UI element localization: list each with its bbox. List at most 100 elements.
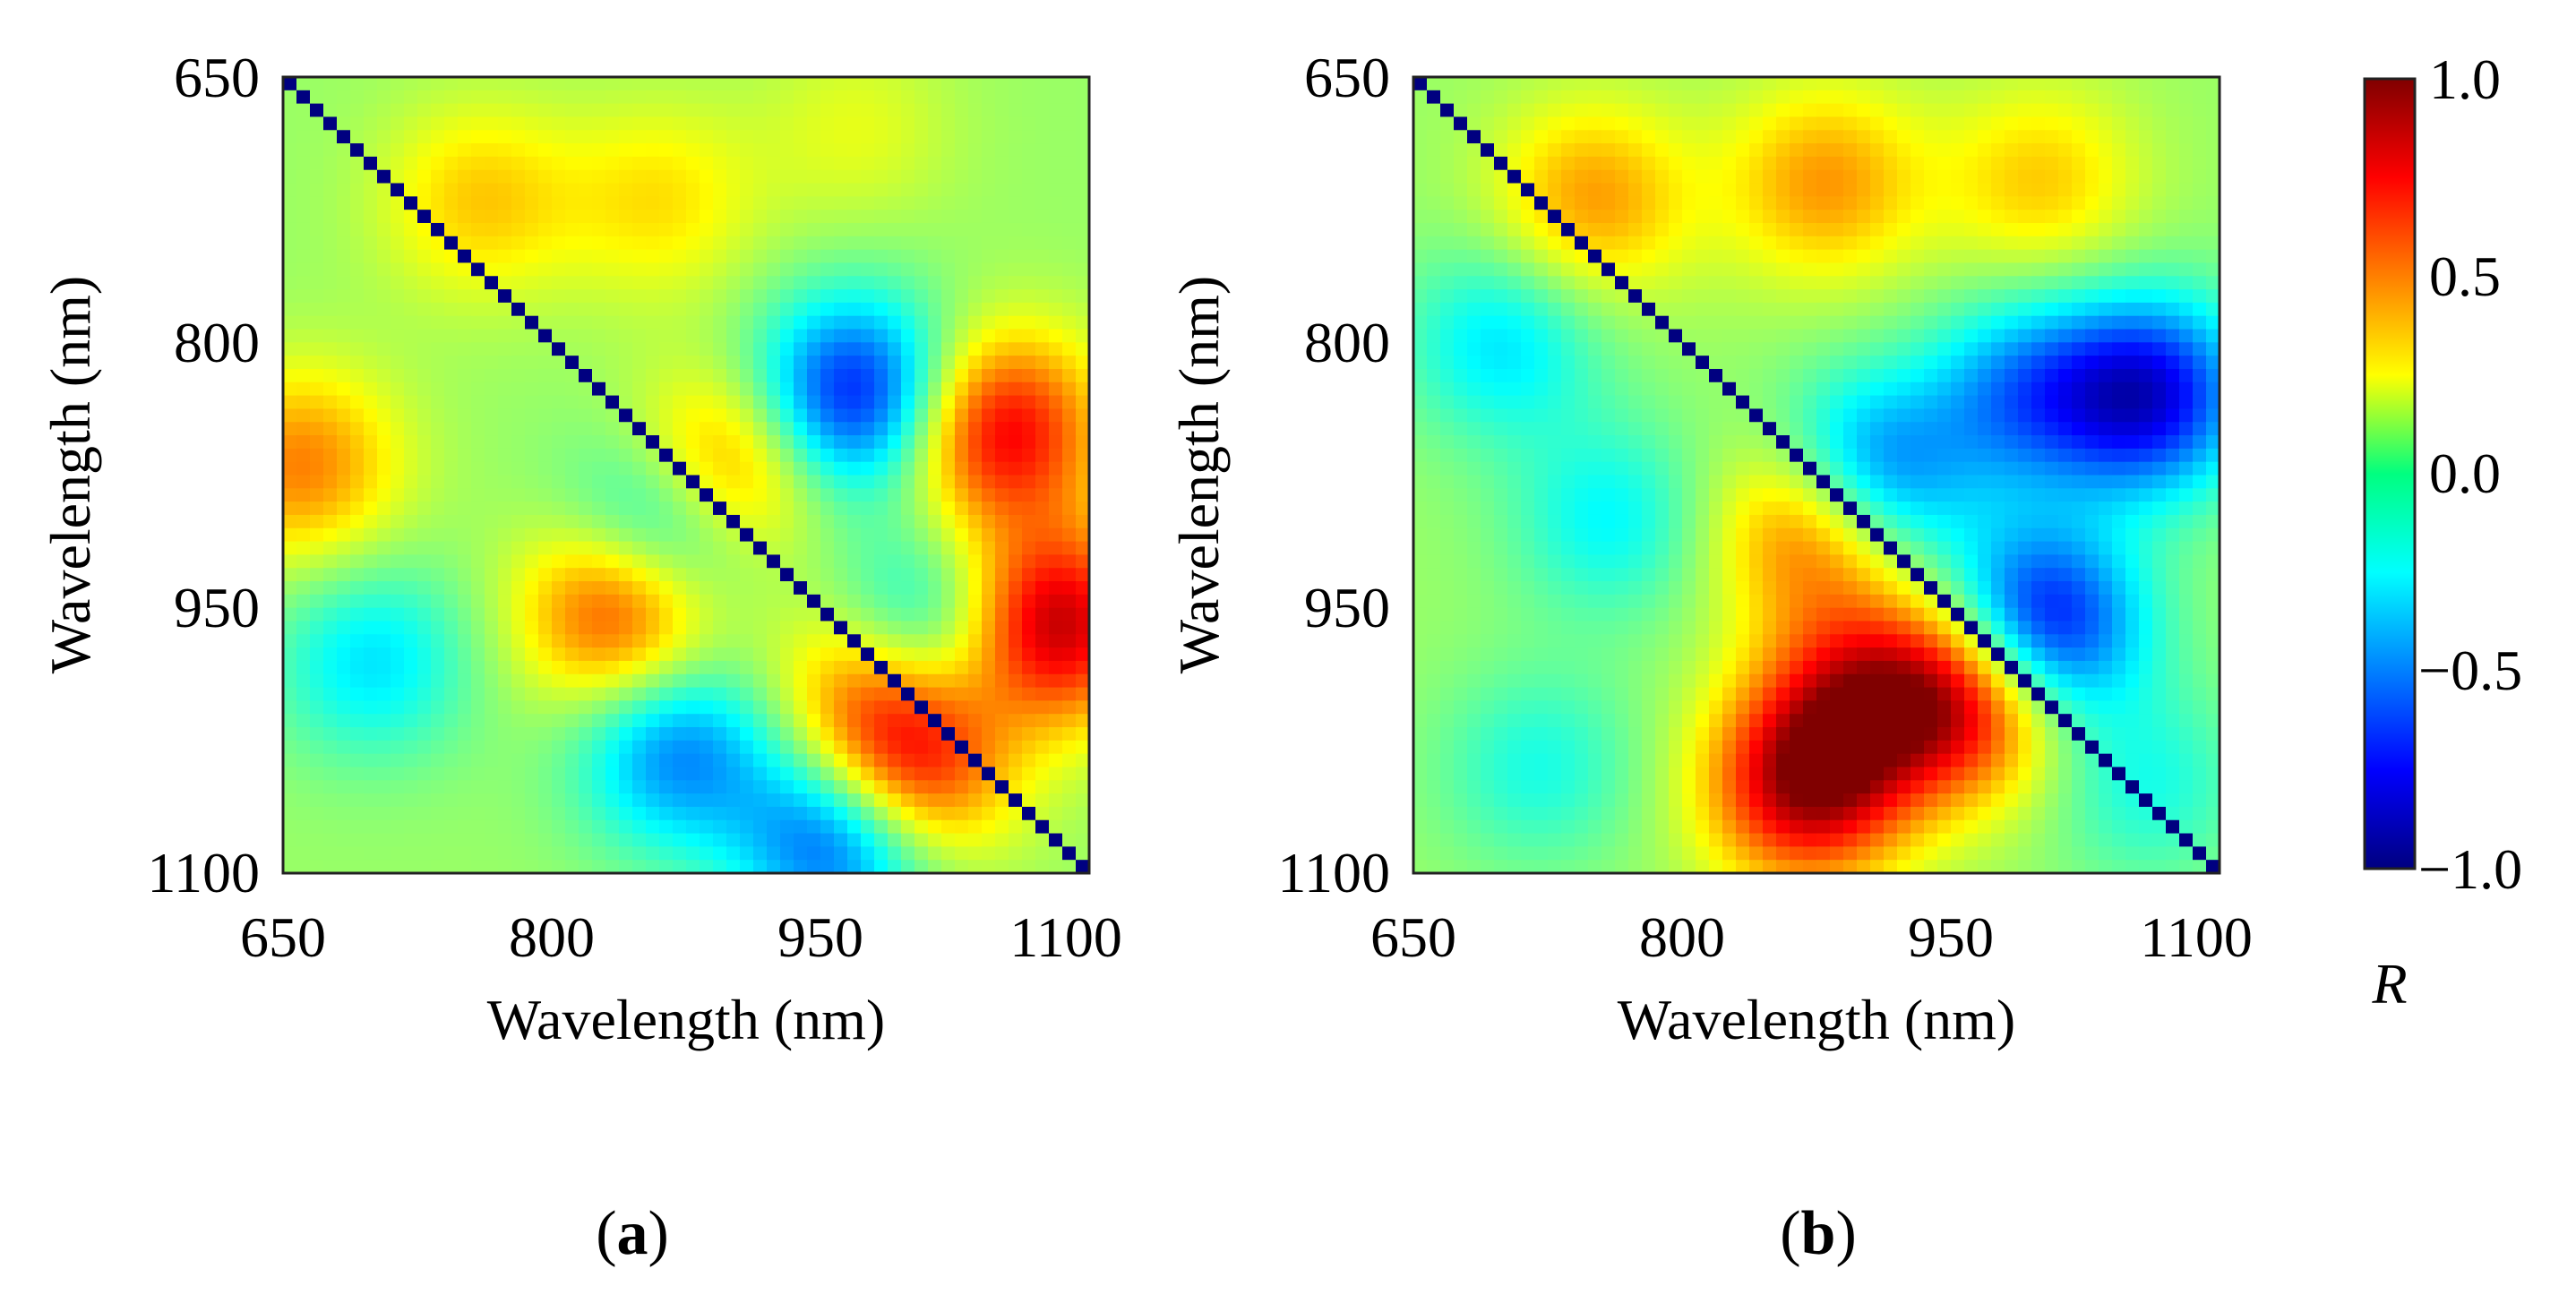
heatmap-cell <box>471 594 485 609</box>
heatmap-cell <box>605 634 620 648</box>
heatmap-cell <box>1615 753 1629 768</box>
heatmap-cell <box>713 514 727 529</box>
heatmap-cell <box>861 262 875 277</box>
heatmap-cell <box>619 793 633 808</box>
heatmap-cell <box>485 103 499 118</box>
heatmap-cell <box>1534 302 1549 317</box>
heatmap-cell <box>673 169 687 184</box>
heatmap-cell <box>1521 607 1535 622</box>
heatmap-cell <box>1035 422 1050 436</box>
heatmap-cell <box>364 714 378 728</box>
heatmap-cell <box>323 819 338 835</box>
heatmap-cell <box>1076 381 1090 397</box>
heatmap-cell <box>565 77 580 91</box>
heatmap-cell <box>337 276 351 290</box>
heatmap-cell <box>377 249 391 264</box>
heatmap-cell <box>579 700 593 715</box>
heatmap-cell <box>968 222 983 237</box>
heatmap-cell <box>1507 315 1522 330</box>
heatmap-cell <box>458 501 472 516</box>
heatmap-cell <box>471 130 485 144</box>
heatmap-cell <box>1035 488 1050 502</box>
heatmap-cell <box>404 302 418 317</box>
heatmap-cell <box>485 673 499 689</box>
heatmap-cell <box>1575 116 1589 131</box>
heatmap-cell <box>1548 568 1562 582</box>
heatmap-cell <box>1494 621 1508 635</box>
heatmap-cell <box>1521 753 1535 768</box>
heatmap-cell <box>458 568 472 582</box>
heatmap-cell <box>525 846 539 861</box>
heatmap-cell <box>807 356 821 370</box>
heatmap-cell <box>1655 461 1670 476</box>
heatmap-cell <box>1561 488 1576 502</box>
heatmap-cell <box>323 541 338 555</box>
heatmap-cell <box>605 342 620 356</box>
heatmap-cell <box>404 647 418 662</box>
heatmap-cell <box>1481 475 1495 489</box>
heatmap-cell <box>807 183 821 197</box>
heatmap-cell <box>1709 90 1723 105</box>
heatmap-cell <box>834 222 848 237</box>
heatmap-cell <box>1022 302 1036 317</box>
heatmap-cell <box>444 860 459 874</box>
heatmap-cell <box>310 700 324 715</box>
heatmap-cell <box>498 793 512 808</box>
heatmap-cell <box>579 249 593 264</box>
heatmap-cell <box>337 77 351 91</box>
heatmap-cell <box>1467 156 1481 171</box>
heatmap-cell <box>592 475 606 489</box>
heatmap-cell <box>1049 356 1063 370</box>
heatmap-cell <box>1615 634 1629 648</box>
heatmap-cell <box>1494 607 1508 622</box>
heatmap-cell <box>1628 634 1643 648</box>
heatmap-cell <box>1615 501 1629 516</box>
heatmap-cell <box>955 860 969 874</box>
heatmap-cell <box>740 634 754 648</box>
heatmap-cell <box>1548 607 1562 622</box>
heatmap-cell <box>377 514 391 529</box>
heatmap-cell <box>444 315 459 330</box>
heatmap-cell <box>982 714 996 728</box>
heatmap-cell <box>753 793 768 808</box>
heatmap-cell <box>444 819 459 835</box>
heatmap-cell <box>1655 329 1670 343</box>
heatmap-cell <box>1709 169 1723 184</box>
heatmap-cell <box>337 302 351 317</box>
heatmap-cell <box>417 196 432 210</box>
heatmap-cell <box>659 860 674 874</box>
heatmap-cell <box>780 262 794 277</box>
heatmap-cell <box>914 727 929 742</box>
heatmap-cell <box>1427 130 1441 144</box>
heatmap-cell <box>1494 793 1508 808</box>
heatmap-cell <box>391 315 405 330</box>
heatmap-cell <box>740 90 754 105</box>
heatmap-cell <box>1655 448 1670 463</box>
heatmap-cell <box>673 727 687 742</box>
heatmap-cell <box>740 621 754 635</box>
heatmap-cell <box>1454 368 1468 383</box>
heatmap-cell <box>1682 448 1696 463</box>
heatmap-cell <box>1035 448 1050 463</box>
heatmap-cell <box>1009 289 1023 304</box>
heatmap-cell <box>1427 90 1441 105</box>
heatmap-cell <box>794 541 808 555</box>
heatmap-cell <box>820 833 835 847</box>
heatmap-cell <box>767 621 781 635</box>
heatmap-cell <box>820 621 835 635</box>
heatmap-cell <box>525 368 539 383</box>
heatmap-cell <box>686 381 700 397</box>
heatmap-cell <box>1049 461 1063 476</box>
heatmap-cell <box>968 262 983 277</box>
heatmap-cell <box>700 740 714 755</box>
heatmap-cell <box>1655 169 1670 184</box>
heatmap-cell <box>874 395 889 410</box>
heatmap-cell <box>740 222 754 237</box>
heatmap-cell <box>404 169 418 184</box>
heatmap-cell <box>1049 660 1063 675</box>
heatmap-cell <box>1709 196 1723 210</box>
heatmap-cell <box>914 568 929 582</box>
heatmap-cell <box>1521 356 1535 370</box>
heatmap-cell <box>659 156 674 171</box>
heatmap-cell <box>740 740 754 755</box>
